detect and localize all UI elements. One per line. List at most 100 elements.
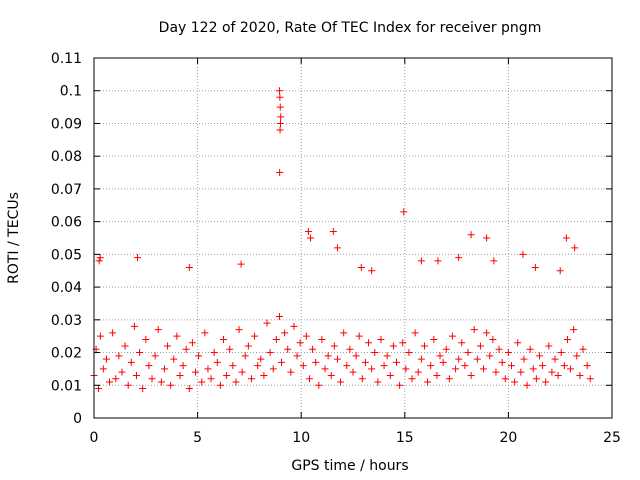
data-point (583, 362, 591, 370)
data-point (445, 375, 453, 383)
data-point (498, 358, 506, 366)
data-point (383, 352, 391, 360)
data-point (483, 234, 491, 242)
data-point (542, 378, 550, 386)
data-point (192, 368, 200, 376)
data-point (424, 378, 432, 386)
data-point (198, 378, 206, 386)
data-point (399, 339, 407, 347)
data-point (315, 381, 323, 389)
data-point (455, 254, 463, 262)
data-point (368, 365, 376, 373)
data-point (304, 227, 312, 235)
data-point (254, 362, 262, 370)
data-point (473, 355, 481, 363)
data-point (324, 352, 332, 360)
data-point (511, 378, 519, 386)
data-point (281, 329, 289, 337)
data-point (417, 355, 425, 363)
data-point (195, 352, 203, 360)
y-tick-label: 0.05 (51, 247, 82, 263)
data-point (517, 368, 525, 376)
data-point (483, 329, 491, 337)
y-tick-label: 0.01 (51, 378, 82, 394)
data-point (571, 244, 579, 252)
data-point (223, 371, 231, 379)
data-point (557, 349, 565, 357)
x-tick-label: 15 (396, 430, 414, 446)
data-point (204, 365, 212, 373)
data-point (157, 378, 165, 386)
data-point (275, 313, 283, 321)
data-point (269, 365, 277, 373)
data-point (480, 365, 488, 373)
data-point (365, 339, 373, 347)
data-point (405, 349, 413, 357)
data-point (467, 371, 475, 379)
data-point (305, 375, 313, 383)
data-point (96, 332, 104, 340)
data-point (417, 257, 425, 265)
data-point (266, 349, 274, 357)
data-point (251, 332, 259, 340)
data-point (386, 371, 394, 379)
data-point (229, 362, 237, 370)
data-point (237, 260, 245, 268)
data-point (535, 352, 543, 360)
data-point (562, 234, 570, 242)
data-point (247, 375, 255, 383)
data-point (241, 352, 249, 360)
x-tick-label: 5 (193, 430, 202, 446)
data-point (389, 342, 397, 350)
data-point (109, 329, 117, 337)
y-tick-label: 0.04 (51, 280, 82, 296)
y-tick-label: 0.07 (51, 182, 82, 198)
data-point (523, 381, 531, 389)
y-tick-label: 0.09 (51, 116, 82, 132)
data-point (508, 362, 516, 370)
data-point (333, 244, 341, 252)
data-point (277, 113, 285, 121)
data-point (272, 335, 280, 343)
plot-frame (93, 57, 613, 419)
data-point (182, 345, 190, 353)
data-point (519, 250, 527, 258)
data-point (358, 375, 366, 383)
data-point (118, 368, 126, 376)
data-point (235, 326, 243, 334)
data-point (464, 349, 472, 357)
data-point (145, 362, 153, 370)
y-tick-label: 0.06 (51, 215, 82, 231)
data-point (99, 365, 107, 373)
data-point (548, 368, 556, 376)
y-axis-label: ROTI / TECUs (6, 192, 22, 284)
data-point (448, 332, 456, 340)
x-tick-label: 0 (90, 430, 99, 446)
data-point (139, 385, 147, 393)
data-point (361, 358, 369, 366)
data-point (275, 87, 283, 95)
data-point (570, 326, 578, 334)
data-point (489, 335, 497, 343)
data-point (586, 375, 594, 383)
y-tick-label: 0.08 (51, 149, 82, 165)
data-point (374, 378, 382, 386)
data-point (377, 335, 385, 343)
y-tick-label: 0.03 (51, 313, 82, 329)
data-point (148, 375, 156, 383)
data-point (312, 358, 320, 366)
data-point (539, 362, 547, 370)
data-point (520, 355, 528, 363)
data-point (411, 329, 419, 337)
data-point (526, 345, 534, 353)
data-point (257, 355, 265, 363)
data-point (170, 355, 178, 363)
data-point (112, 375, 120, 383)
x-axis-label: GPS time / hours (291, 458, 408, 474)
data-point (330, 342, 338, 350)
data-point (346, 345, 354, 353)
data-point (216, 381, 224, 389)
data-point (458, 339, 466, 347)
